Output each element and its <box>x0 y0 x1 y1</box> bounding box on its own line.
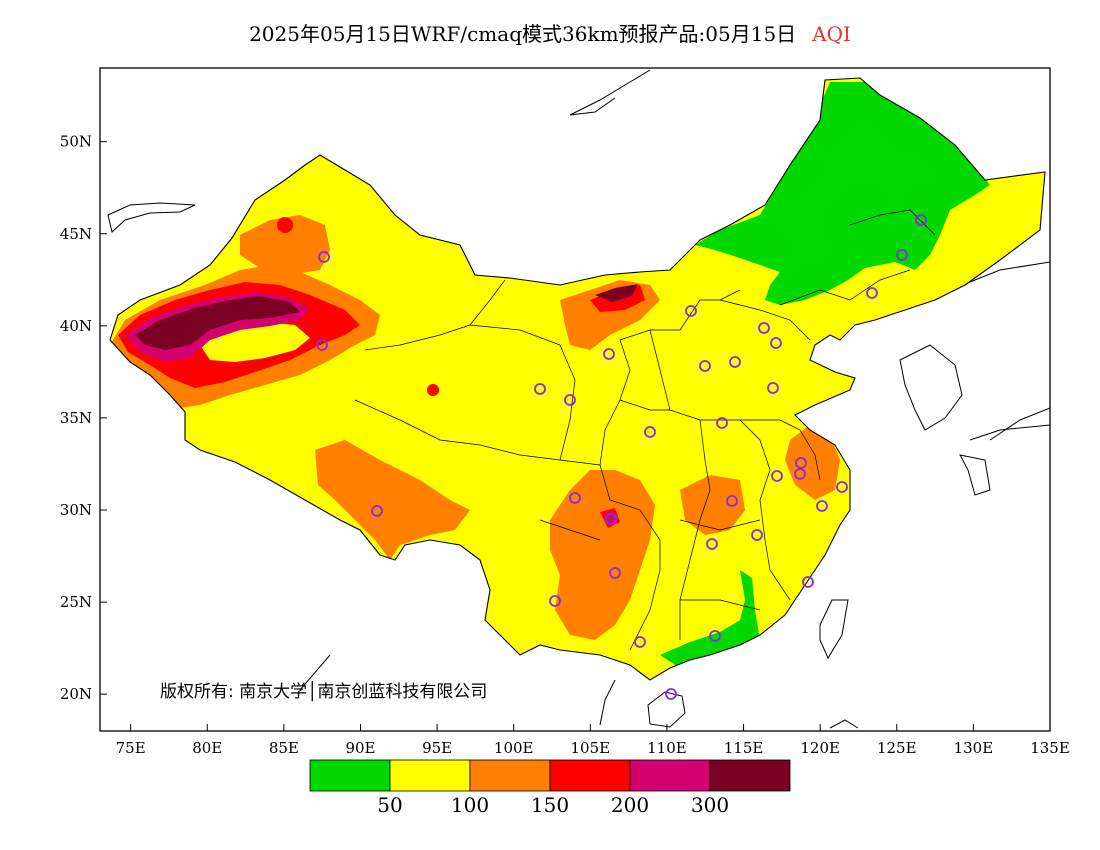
station-marker <box>771 470 783 482</box>
x-tick-label: 75E <box>116 739 146 757</box>
legend-label: 150 <box>531 793 569 817</box>
station-marker <box>794 468 806 480</box>
station-marker <box>318 251 330 263</box>
station-marker <box>605 513 617 525</box>
x-tick-label: 135E <box>1030 739 1070 757</box>
legend-swatch <box>709 759 791 792</box>
legend-label: 100 <box>451 793 489 817</box>
aqi-zone-good-northeast <box>695 82 990 305</box>
station-marker <box>699 360 711 372</box>
x-tick-label: 100E <box>494 739 534 757</box>
aqi-zone-orange-tibet <box>315 440 470 560</box>
station-marker <box>767 382 779 394</box>
station-marker <box>534 383 546 395</box>
hainan-outline <box>647 691 686 728</box>
station-marker <box>706 538 718 550</box>
station-marker <box>644 426 656 438</box>
station-marker <box>770 337 782 349</box>
station-marker <box>603 348 615 360</box>
x-tick-label: 85E <box>269 739 299 757</box>
station-marker <box>564 394 576 406</box>
station-marker <box>802 576 814 588</box>
taiwan-outline <box>819 599 849 660</box>
aqi-zone-orange-central <box>680 475 745 535</box>
y-tick-label: 40N <box>60 317 92 335</box>
x-tick-label: 115E <box>724 739 764 757</box>
station-marker <box>634 636 646 648</box>
station-marker <box>709 630 721 642</box>
legend-swatch <box>469 759 551 792</box>
station-marker <box>371 505 383 517</box>
map-title-variable: AQI <box>812 22 851 46</box>
x-tick-label: 90E <box>345 739 375 757</box>
x-tick-label: 95E <box>422 739 452 757</box>
province-borders <box>354 209 936 651</box>
legend-label: 200 <box>611 793 649 817</box>
station-marker <box>795 457 807 469</box>
station-marker <box>685 305 697 317</box>
aqi-zone-orange-sichuan <box>550 470 655 640</box>
x-tick-label: 120E <box>800 739 840 757</box>
x-tick-label: 105E <box>571 739 611 757</box>
legend-swatch <box>389 759 471 792</box>
x-tick-label: 130E <box>954 739 994 757</box>
legend-swatch <box>549 759 631 792</box>
station-marker <box>758 322 770 334</box>
x-tick-label: 80E <box>192 739 222 757</box>
map-title-main: 2025年05月15日WRF/cmaq模式36km预报产品:05月15日 <box>249 22 797 46</box>
station-marker <box>716 417 728 429</box>
china-outline <box>109 77 1046 681</box>
y-tick-label: 30N <box>60 501 92 519</box>
aqi-hotspot-red <box>277 217 293 233</box>
station-marker <box>866 287 878 299</box>
legend-swatch <box>309 759 391 792</box>
station-marker <box>549 595 561 607</box>
station-marker <box>836 481 848 493</box>
station-marker <box>915 214 927 226</box>
legend-label: 50 <box>377 793 402 817</box>
x-tick-label: 110E <box>647 739 687 757</box>
aqi-zone-orange-east <box>785 425 840 500</box>
map-title: 2025年05月15日WRF/cmaq模式36km预报产品:05月15日 AQI <box>0 18 1100 47</box>
aqi-hotspot-red <box>427 384 439 396</box>
y-tick-label: 35N <box>60 409 92 427</box>
y-tick-label: 45N <box>60 225 92 243</box>
legend-label: 300 <box>691 793 729 817</box>
station-marker <box>816 500 828 512</box>
station-markers <box>316 214 927 700</box>
station-marker <box>569 492 581 504</box>
x-tick-label: 125E <box>877 739 917 757</box>
aqi-legend: 50 100 150 200 300 <box>309 759 791 817</box>
station-marker <box>726 495 738 507</box>
x-axis: 75E 80E 85E 90E 95E 100E 105E 110E 115E 120E 125E 1… <box>116 724 1070 757</box>
y-axis: 20N 25N 30N 35N 40N 45N 50N <box>60 133 107 703</box>
y-tick-label: 50N <box>60 133 92 151</box>
station-marker <box>609 567 621 579</box>
aqi-zone-good-south <box>660 570 760 668</box>
y-tick-label: 20N <box>60 685 92 703</box>
station-marker <box>665 688 677 700</box>
y-tick-label: 25N <box>60 593 92 611</box>
station-marker <box>751 529 763 541</box>
legend-swatch <box>629 759 711 792</box>
station-marker <box>316 339 328 351</box>
copyright-text: 版权所有: 南京大学│南京创蓝科技有限公司 <box>160 681 487 702</box>
aqi-zone-hazardous-xinjiang <box>135 296 300 350</box>
station-marker <box>896 249 908 261</box>
station-marker <box>729 356 741 368</box>
aqi-zone-hazardous-north <box>595 284 638 302</box>
aqi-zone-orange-junggar <box>240 215 330 275</box>
